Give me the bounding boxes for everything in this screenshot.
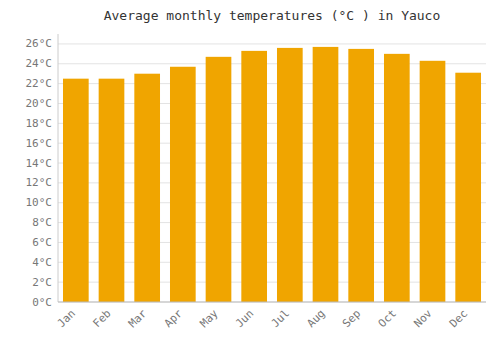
y-tick-label: 14°C	[26, 157, 53, 170]
bars	[63, 47, 481, 302]
y-tick-label: 0°C	[32, 296, 52, 309]
bar	[206, 57, 232, 302]
x-tick-label: Oct	[376, 307, 399, 330]
x-tick-label: May	[197, 307, 221, 331]
y-tick-label: 12°C	[26, 176, 53, 189]
x-tick-label: Jan	[55, 307, 78, 330]
grid-line	[58, 302, 486, 303]
x-tick-label: Jul	[269, 307, 292, 330]
bar	[170, 67, 196, 302]
grid-line	[58, 43, 486, 44]
x-tick-label: Nov	[411, 307, 435, 331]
bar	[384, 54, 410, 302]
x-tick-label: Dec	[447, 307, 470, 330]
x-tick-label: Aug	[304, 307, 327, 330]
bar	[348, 49, 374, 302]
y-tick-label: 2°C	[32, 276, 52, 289]
y-tick-label: 10°C	[26, 196, 53, 209]
bar	[420, 61, 446, 302]
title: Average monthly temperatures (°C ) in Ya…	[104, 8, 441, 23]
y-tick-label: 20°C	[26, 97, 53, 110]
x-tick-label: Sep	[340, 307, 363, 330]
y-tick-label: 26°C	[26, 37, 53, 50]
x-axis-line	[58, 302, 486, 303]
chart-container: Average monthly temperatures (°C ) in Ya…	[0, 0, 500, 350]
bar	[241, 51, 267, 302]
y-tick-label: 18°C	[26, 117, 53, 130]
x-tick-label: Mar	[126, 307, 150, 331]
y-tick-label: 22°C	[26, 77, 53, 90]
bar	[277, 48, 303, 302]
y-tick-label: 6°C	[32, 236, 52, 249]
y-tick-label: 4°C	[32, 256, 52, 269]
x-tick-label: Jun	[233, 307, 256, 330]
chart-svg: Average monthly temperatures (°C ) in Ya…	[0, 0, 500, 350]
grid	[58, 44, 486, 302]
y-tick-label: 24°C	[26, 57, 53, 70]
bar	[63, 79, 89, 302]
x-tick-label: Apr	[162, 307, 186, 331]
bar	[455, 73, 481, 302]
y-axis-line	[58, 34, 59, 302]
bar	[134, 74, 160, 302]
bar	[99, 79, 125, 302]
bar	[313, 47, 339, 302]
x-tick-label: Feb	[90, 307, 113, 330]
y-tick-label: 8°C	[32, 216, 52, 229]
y-tick-label: 16°C	[26, 137, 53, 150]
